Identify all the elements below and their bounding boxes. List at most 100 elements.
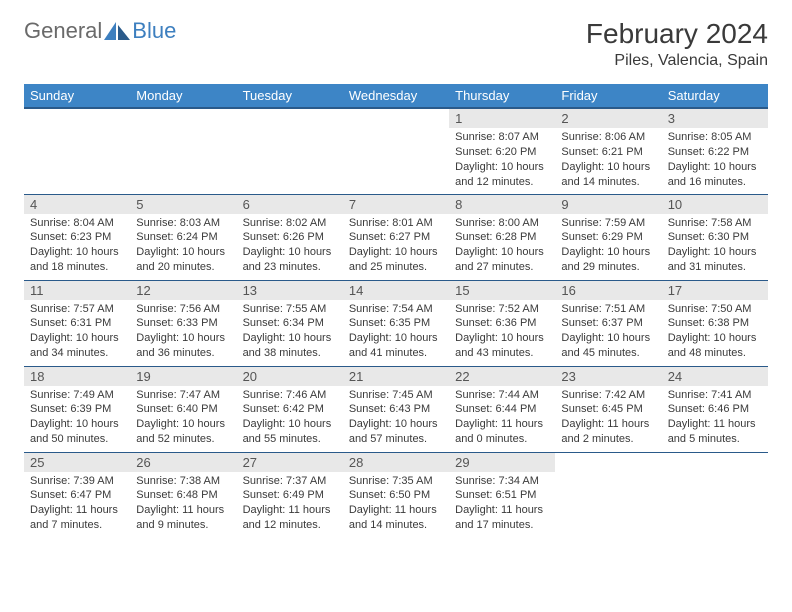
weekday-saturday: Saturday (662, 84, 768, 108)
day-number: 20 (237, 367, 343, 386)
day-number: 17 (662, 281, 768, 300)
calendar-cell: 21Sunrise: 7:45 AMSunset: 6:43 PMDayligh… (343, 366, 449, 452)
day-content: Sunrise: 7:58 AMSunset: 6:30 PMDaylight:… (662, 214, 768, 279)
calendar-cell: 10Sunrise: 7:58 AMSunset: 6:30 PMDayligh… (662, 194, 768, 280)
day-content: Sunrise: 7:54 AMSunset: 6:35 PMDaylight:… (343, 300, 449, 365)
day-content: Sunrise: 7:47 AMSunset: 6:40 PMDaylight:… (130, 386, 236, 451)
day-content: Sunrise: 7:34 AMSunset: 6:51 PMDaylight:… (449, 472, 555, 537)
calendar-cell: 11Sunrise: 7:57 AMSunset: 6:31 PMDayligh… (24, 280, 130, 366)
logo: General Blue (24, 18, 176, 44)
day-content: Sunrise: 7:50 AMSunset: 6:38 PMDaylight:… (662, 300, 768, 365)
day-number: 23 (555, 367, 661, 386)
day-content: Sunrise: 7:44 AMSunset: 6:44 PMDaylight:… (449, 386, 555, 451)
calendar-cell: 25Sunrise: 7:39 AMSunset: 6:47 PMDayligh… (24, 452, 130, 538)
day-number: 14 (343, 281, 449, 300)
weekday-friday: Friday (555, 84, 661, 108)
calendar-cell: 8Sunrise: 8:00 AMSunset: 6:28 PMDaylight… (449, 194, 555, 280)
day-content: Sunrise: 7:46 AMSunset: 6:42 PMDaylight:… (237, 386, 343, 451)
day-number: 1 (449, 109, 555, 128)
day-number: 18 (24, 367, 130, 386)
calendar-cell: 1Sunrise: 8:07 AMSunset: 6:20 PMDaylight… (449, 108, 555, 194)
calendar-cell (343, 108, 449, 194)
calendar-cell (555, 452, 661, 538)
calendar-cell: 2Sunrise: 8:06 AMSunset: 6:21 PMDaylight… (555, 108, 661, 194)
weekday-wednesday: Wednesday (343, 84, 449, 108)
day-content: Sunrise: 8:00 AMSunset: 6:28 PMDaylight:… (449, 214, 555, 279)
day-content: Sunrise: 8:05 AMSunset: 6:22 PMDaylight:… (662, 128, 768, 193)
calendar-cell: 9Sunrise: 7:59 AMSunset: 6:29 PMDaylight… (555, 194, 661, 280)
calendar-cell: 22Sunrise: 7:44 AMSunset: 6:44 PMDayligh… (449, 366, 555, 452)
weekday-header-row: Sunday Monday Tuesday Wednesday Thursday… (24, 84, 768, 108)
weekday-tuesday: Tuesday (237, 84, 343, 108)
day-content: Sunrise: 7:41 AMSunset: 6:46 PMDaylight:… (662, 386, 768, 451)
day-number: 29 (449, 453, 555, 472)
month-title: February 2024 (586, 18, 768, 50)
day-number: 28 (343, 453, 449, 472)
header: General Blue February 2024 Piles, Valenc… (24, 18, 768, 70)
calendar-table: Sunday Monday Tuesday Wednesday Thursday… (24, 84, 768, 538)
day-content: Sunrise: 7:57 AMSunset: 6:31 PMDaylight:… (24, 300, 130, 365)
day-content: Sunrise: 7:55 AMSunset: 6:34 PMDaylight:… (237, 300, 343, 365)
day-number: 22 (449, 367, 555, 386)
day-content: Sunrise: 8:07 AMSunset: 6:20 PMDaylight:… (449, 128, 555, 193)
calendar-cell: 24Sunrise: 7:41 AMSunset: 6:46 PMDayligh… (662, 366, 768, 452)
day-content: Sunrise: 8:03 AMSunset: 6:24 PMDaylight:… (130, 214, 236, 279)
calendar-cell: 7Sunrise: 8:01 AMSunset: 6:27 PMDaylight… (343, 194, 449, 280)
calendar-cell: 26Sunrise: 7:38 AMSunset: 6:48 PMDayligh… (130, 452, 236, 538)
calendar-cell: 23Sunrise: 7:42 AMSunset: 6:45 PMDayligh… (555, 366, 661, 452)
calendar-cell (662, 452, 768, 538)
calendar-cell: 18Sunrise: 7:49 AMSunset: 6:39 PMDayligh… (24, 366, 130, 452)
logo-text-blue: Blue (132, 18, 176, 44)
day-content: Sunrise: 7:39 AMSunset: 6:47 PMDaylight:… (24, 472, 130, 537)
day-content: Sunrise: 8:04 AMSunset: 6:23 PMDaylight:… (24, 214, 130, 279)
day-number: 3 (662, 109, 768, 128)
day-number: 25 (24, 453, 130, 472)
day-content: Sunrise: 7:37 AMSunset: 6:49 PMDaylight:… (237, 472, 343, 537)
day-number: 19 (130, 367, 236, 386)
day-number: 16 (555, 281, 661, 300)
calendar-cell: 20Sunrise: 7:46 AMSunset: 6:42 PMDayligh… (237, 366, 343, 452)
day-number: 27 (237, 453, 343, 472)
calendar-cell: 19Sunrise: 7:47 AMSunset: 6:40 PMDayligh… (130, 366, 236, 452)
day-number: 15 (449, 281, 555, 300)
day-number: 13 (237, 281, 343, 300)
day-number: 9 (555, 195, 661, 214)
day-content: Sunrise: 7:59 AMSunset: 6:29 PMDaylight:… (555, 214, 661, 279)
weekday-sunday: Sunday (24, 84, 130, 108)
calendar-cell: 17Sunrise: 7:50 AMSunset: 6:38 PMDayligh… (662, 280, 768, 366)
calendar-cell (130, 108, 236, 194)
calendar-cell: 15Sunrise: 7:52 AMSunset: 6:36 PMDayligh… (449, 280, 555, 366)
day-number: 26 (130, 453, 236, 472)
weekday-monday: Monday (130, 84, 236, 108)
day-number: 8 (449, 195, 555, 214)
calendar-cell: 6Sunrise: 8:02 AMSunset: 6:26 PMDaylight… (237, 194, 343, 280)
calendar-row: 18Sunrise: 7:49 AMSunset: 6:39 PMDayligh… (24, 366, 768, 452)
day-content: Sunrise: 7:49 AMSunset: 6:39 PMDaylight:… (24, 386, 130, 451)
calendar-cell: 13Sunrise: 7:55 AMSunset: 6:34 PMDayligh… (237, 280, 343, 366)
day-content: Sunrise: 7:42 AMSunset: 6:45 PMDaylight:… (555, 386, 661, 451)
title-block: February 2024 Piles, Valencia, Spain (586, 18, 768, 70)
calendar-row: 1Sunrise: 8:07 AMSunset: 6:20 PMDaylight… (24, 108, 768, 194)
weekday-thursday: Thursday (449, 84, 555, 108)
calendar-cell: 27Sunrise: 7:37 AMSunset: 6:49 PMDayligh… (237, 452, 343, 538)
day-content: Sunrise: 7:52 AMSunset: 6:36 PMDaylight:… (449, 300, 555, 365)
location: Piles, Valencia, Spain (586, 52, 768, 70)
day-number: 21 (343, 367, 449, 386)
day-content: Sunrise: 8:02 AMSunset: 6:26 PMDaylight:… (237, 214, 343, 279)
calendar-cell: 3Sunrise: 8:05 AMSunset: 6:22 PMDaylight… (662, 108, 768, 194)
day-number: 4 (24, 195, 130, 214)
logo-sail-icon (104, 22, 130, 40)
calendar-cell: 14Sunrise: 7:54 AMSunset: 6:35 PMDayligh… (343, 280, 449, 366)
day-content: Sunrise: 7:45 AMSunset: 6:43 PMDaylight:… (343, 386, 449, 451)
day-content: Sunrise: 7:56 AMSunset: 6:33 PMDaylight:… (130, 300, 236, 365)
calendar-cell (237, 108, 343, 194)
day-content: Sunrise: 8:06 AMSunset: 6:21 PMDaylight:… (555, 128, 661, 193)
day-number: 2 (555, 109, 661, 128)
logo-text-general: General (24, 18, 102, 44)
calendar-cell: 28Sunrise: 7:35 AMSunset: 6:50 PMDayligh… (343, 452, 449, 538)
day-number: 11 (24, 281, 130, 300)
calendar-cell: 5Sunrise: 8:03 AMSunset: 6:24 PMDaylight… (130, 194, 236, 280)
calendar-cell (24, 108, 130, 194)
calendar-cell: 29Sunrise: 7:34 AMSunset: 6:51 PMDayligh… (449, 452, 555, 538)
day-number: 7 (343, 195, 449, 214)
